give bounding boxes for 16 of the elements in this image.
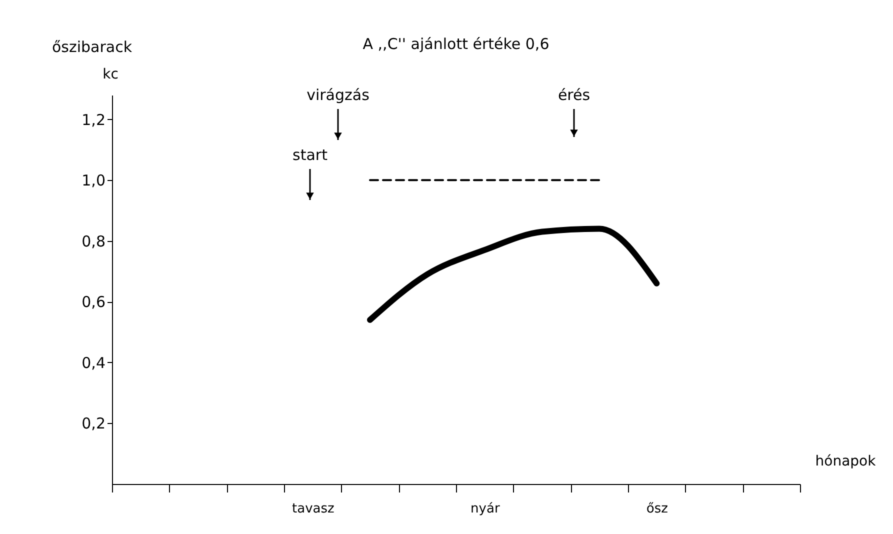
annotation: start [292,146,328,164]
y-tick-label: 0,4 [82,354,106,372]
y-axis-title: kc [102,66,118,82]
annotation: érés [558,86,590,104]
y-tick-label: 1,2 [82,110,106,129]
y-tick-label: 0,8 [82,232,106,250]
y-tick-label: 1,0 [82,172,106,190]
y-tick-label: 0,6 [82,293,106,312]
x-axis-title: hónapok [815,454,877,470]
annotation: virágzás [306,86,370,104]
y-tick-label: 0,2 [82,414,106,433]
x-tick-label: ősz [646,502,668,516]
chart-title: A ,,C'' ajánlott értéke 0,6 [362,35,550,53]
x-tick-label: nyár [470,502,500,516]
text: őszibarack [52,38,132,56]
x-tick-label: tavasz [292,502,334,516]
